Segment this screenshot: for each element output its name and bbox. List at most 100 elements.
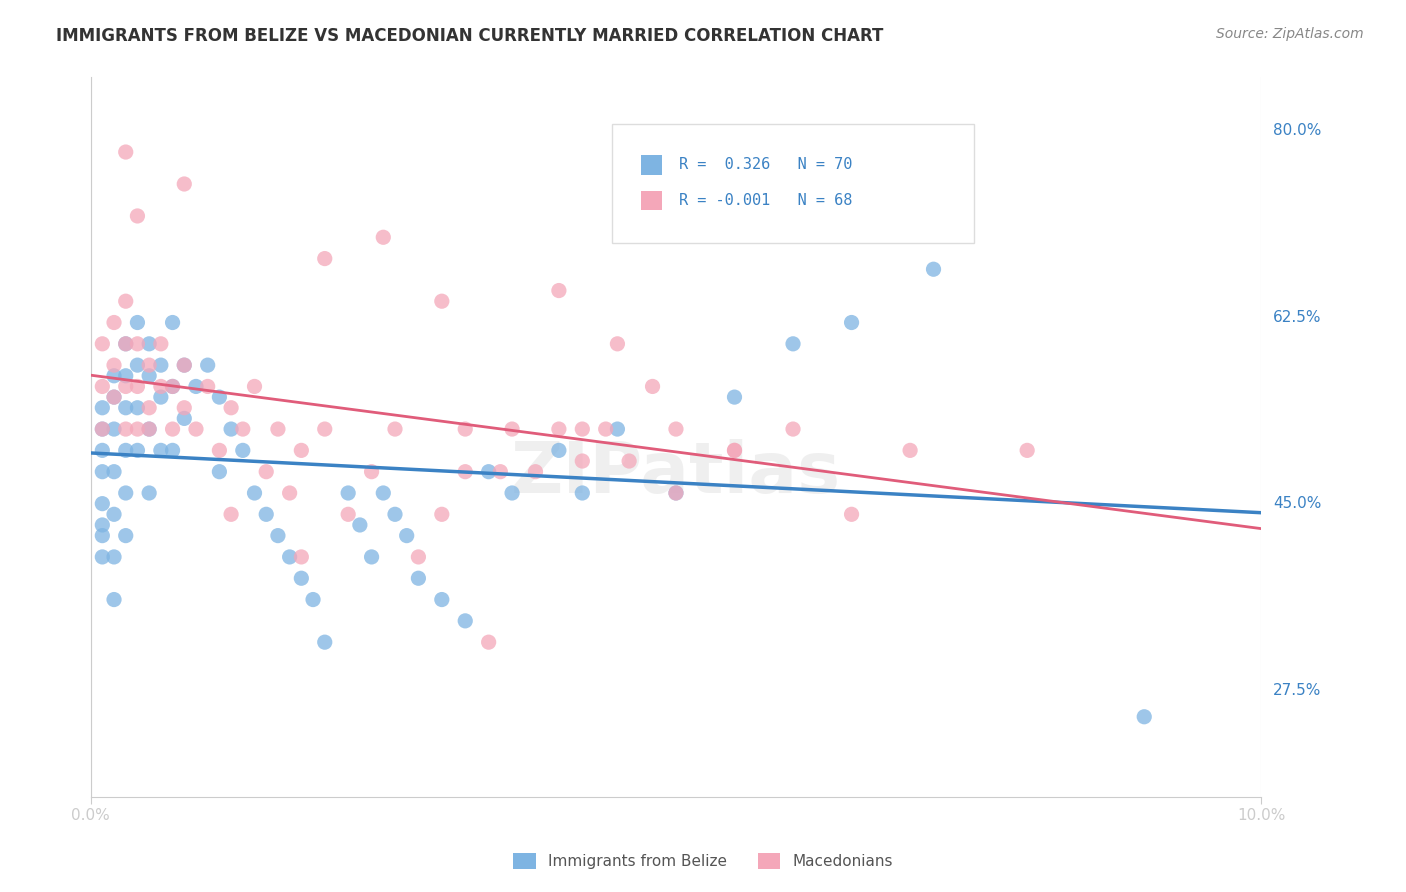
Point (314, 252, 336, 266)
Point (243, 486, 266, 500)
Text: R =  0.326   N = 70: R = 0.326 N = 70 (679, 157, 853, 172)
Point (173, 177, 195, 191)
Point (430, 294, 453, 309)
Point (127, 443, 149, 458)
Point (162, 379, 184, 393)
Point (384, 508, 406, 522)
Point (208, 465, 231, 479)
Point (114, 379, 136, 393)
Point (149, 336, 172, 351)
Point (114, 336, 136, 351)
Point (841, 508, 863, 522)
Point (114, 528, 136, 542)
Point (524, 465, 547, 479)
Point (162, 316, 184, 330)
Point (91, 465, 114, 479)
Point (91, 528, 114, 542)
Point (138, 336, 160, 351)
Point (337, 486, 360, 500)
Point (138, 422, 160, 436)
Point (91, 401, 114, 415)
Point (149, 390, 172, 404)
Point (184, 422, 207, 436)
Point (219, 508, 242, 522)
Point (408, 571, 430, 585)
Point (373, 230, 395, 244)
Point (91, 379, 114, 393)
Point (278, 549, 301, 564)
Point (290, 443, 312, 458)
Point (302, 592, 325, 607)
Point (267, 422, 290, 436)
Point (478, 465, 501, 479)
Point (114, 443, 136, 458)
Point (173, 358, 195, 372)
FancyBboxPatch shape (612, 124, 974, 243)
Point (208, 390, 231, 404)
Point (373, 486, 395, 500)
Point (360, 549, 382, 564)
Point (454, 614, 477, 628)
Point (197, 379, 219, 393)
Point (127, 379, 149, 393)
Point (665, 486, 688, 500)
Point (571, 422, 593, 436)
Legend: Immigrants from Belize, Macedonians: Immigrants from Belize, Macedonians (506, 847, 900, 875)
Point (208, 443, 231, 458)
Point (290, 549, 312, 564)
Point (127, 209, 149, 223)
Point (219, 422, 242, 436)
Point (103, 508, 125, 522)
Point (782, 422, 804, 436)
Text: Source: ZipAtlas.com: Source: ZipAtlas.com (1216, 27, 1364, 41)
Point (162, 422, 184, 436)
Point (103, 316, 125, 330)
Point (91, 549, 114, 564)
Point (91, 443, 114, 458)
Point (149, 443, 172, 458)
Point (173, 401, 195, 415)
Point (548, 443, 571, 458)
Point (501, 422, 523, 436)
Point (91, 336, 114, 351)
Text: ZIPatlas: ZIPatlas (510, 439, 841, 508)
Point (478, 635, 501, 649)
Point (103, 358, 125, 372)
Point (197, 358, 219, 372)
Point (254, 465, 277, 479)
Point (243, 379, 266, 393)
Point (149, 379, 172, 393)
Point (606, 422, 628, 436)
Point (114, 486, 136, 500)
Point (922, 262, 945, 277)
Point (103, 549, 125, 564)
Point (232, 422, 254, 436)
Point (138, 368, 160, 383)
Point (571, 454, 593, 468)
Point (103, 422, 125, 436)
Point (138, 422, 160, 436)
Point (606, 336, 628, 351)
Point (314, 422, 336, 436)
Point (384, 422, 406, 436)
Point (349, 518, 371, 533)
Point (114, 422, 136, 436)
Point (219, 401, 242, 415)
Point (841, 316, 863, 330)
Point (595, 422, 617, 436)
Point (254, 508, 277, 522)
Point (103, 390, 125, 404)
Point (114, 401, 136, 415)
Point (103, 465, 125, 479)
Text: 45.0%: 45.0% (1272, 496, 1322, 511)
Point (337, 508, 360, 522)
Point (138, 486, 160, 500)
Point (162, 443, 184, 458)
Point (641, 379, 664, 393)
Point (91, 497, 114, 511)
Point (91, 518, 114, 533)
Point (723, 443, 745, 458)
Point (267, 528, 290, 542)
Point (723, 443, 745, 458)
Point (173, 358, 195, 372)
